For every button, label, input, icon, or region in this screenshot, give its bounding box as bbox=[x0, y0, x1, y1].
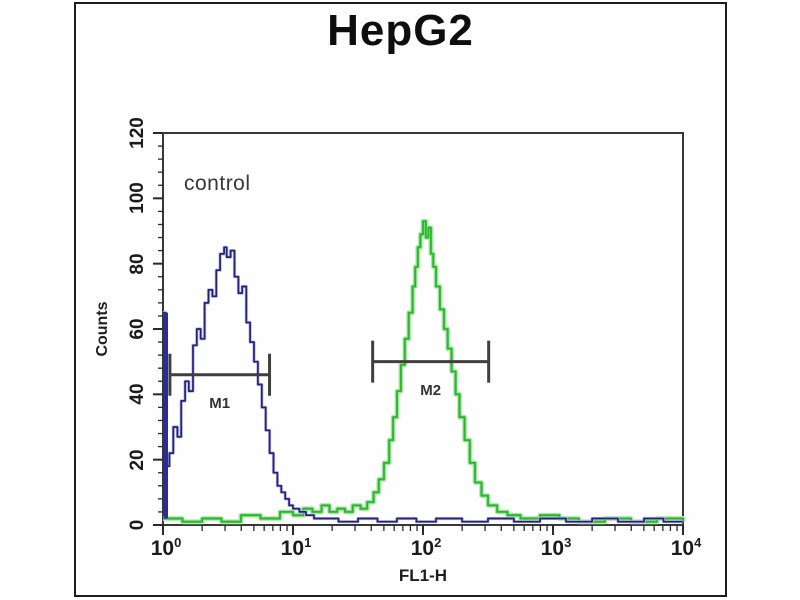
y-tick-label: 40 bbox=[127, 383, 148, 405]
y-tick-label: 0 bbox=[127, 519, 148, 531]
x-axis-label: FL1-H bbox=[398, 566, 448, 585]
y-tick-label: 100 bbox=[127, 182, 148, 215]
y-tick-label: 60 bbox=[127, 318, 148, 340]
control-axis-spike bbox=[163, 312, 168, 519]
figure-title: HepG2 bbox=[327, 6, 474, 55]
sample-curve-glow bbox=[163, 218, 686, 525]
y-axis-label: Counts bbox=[94, 301, 111, 357]
control-curve bbox=[163, 246, 683, 523]
figure-border bbox=[74, 2, 727, 597]
y-tick-label: 80 bbox=[127, 253, 148, 275]
x-tick-label: 103 bbox=[540, 535, 572, 560]
gate-m1-label: M1 bbox=[209, 394, 231, 412]
sample-curve-midglow bbox=[163, 219, 685, 524]
y-tick-label: 20 bbox=[127, 449, 148, 471]
x-tick-label: 104 bbox=[670, 535, 702, 560]
x-tick-label: 102 bbox=[410, 535, 442, 560]
control-annotation: control bbox=[184, 172, 251, 195]
y-tick-label: 120 bbox=[127, 117, 148, 149]
sample-curve bbox=[163, 220, 684, 523]
x-tick-label: 101 bbox=[280, 535, 312, 560]
x-tick-label: 100 bbox=[150, 535, 182, 560]
gate-m2-label: M2 bbox=[420, 381, 442, 399]
